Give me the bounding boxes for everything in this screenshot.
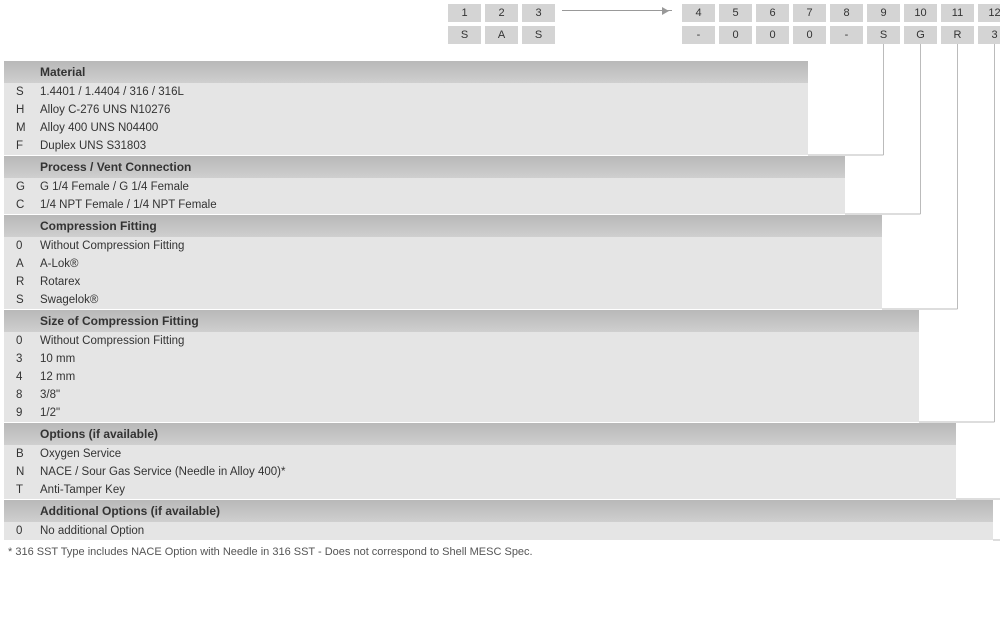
sections-container: MaterialS1.4401 / 1.4404 / 316 / 316LHAl… <box>4 60 996 558</box>
row-code: 0 <box>16 523 34 539</box>
row-text: 12 mm <box>40 371 75 383</box>
row-code: S <box>16 84 34 100</box>
col-val-7: 0 <box>793 26 826 44</box>
section-row: A A-Lok® <box>4 255 882 273</box>
row-text: 1.4401 / 1.4404 / 316 / 316L <box>40 86 184 98</box>
row-text: NACE / Sour Gas Service (Needle in Alloy… <box>40 466 285 478</box>
col-val-12: 3 <box>978 26 1000 44</box>
row-text: Alloy C-276 UNS N10276 <box>40 104 170 116</box>
section-header: Material <box>4 60 808 83</box>
row-code: N <box>16 464 34 480</box>
row-code: H <box>16 102 34 118</box>
col-val-6: 0 <box>756 26 789 44</box>
row-code: A <box>16 256 34 272</box>
section-row: 3 10 mm <box>4 350 919 368</box>
col-num-1: 1 <box>448 4 481 22</box>
section-row: 0 Without Compression Fitting <box>4 332 919 350</box>
section-row: C 1/4 NPT Female / 1/4 NPT Female <box>4 196 845 214</box>
row-text: Anti-Tamper Key <box>40 484 125 496</box>
row-code: F <box>16 138 34 154</box>
col-val-8: - <box>830 26 863 44</box>
row-code: G <box>16 179 34 195</box>
section-row: S 1.4401 / 1.4404 / 316 / 316L <box>4 83 808 101</box>
col-val-1: S <box>448 26 481 44</box>
section-row: N NACE / Sour Gas Service (Needle in Allo… <box>4 463 956 481</box>
footnote: * 316 SST Type includes NACE Option with… <box>4 540 996 558</box>
col-num-12: 12 <box>978 4 1000 22</box>
col-val-9: S <box>867 26 900 44</box>
section-header: Additional Options (if available) <box>4 499 993 522</box>
section-row: 0 No additional Option <box>4 522 993 540</box>
row-text: Oxygen Service <box>40 448 121 460</box>
section-row: M Alloy 400 UNS N04400 <box>4 119 808 137</box>
row-code: 3 <box>16 351 34 367</box>
section-row: G G 1/4 Female / G 1/4 Female <box>4 178 845 196</box>
section-row: 0 Without Compression Fitting <box>4 237 882 255</box>
col-num-3: 3 <box>522 4 555 22</box>
col-val-11: R <box>941 26 974 44</box>
row-code: M <box>16 120 34 136</box>
row-text: G 1/4 Female / G 1/4 Female <box>40 181 189 193</box>
row-code: 4 <box>16 369 34 385</box>
col-num-6: 6 <box>756 4 789 22</box>
row-text: No additional Option <box>40 525 144 537</box>
section-header: Compression Fitting <box>4 214 882 237</box>
col-num-10: 10 <box>904 4 937 22</box>
section-row: S Swagelok® <box>4 291 882 309</box>
col-num-11: 11 <box>941 4 974 22</box>
col-val-2: A <box>485 26 518 44</box>
section-row: 9 1/2" <box>4 404 919 422</box>
row-code: R <box>16 274 34 290</box>
arrow-icon <box>562 10 672 11</box>
section-header: Options (if available) <box>4 422 956 445</box>
col-val-5: 0 <box>719 26 752 44</box>
row-text: A-Lok® <box>40 258 79 270</box>
row-code: T <box>16 482 34 498</box>
row-text: 1/4 NPT Female / 1/4 NPT Female <box>40 199 217 211</box>
row-text: 10 mm <box>40 353 75 365</box>
row-text: Without Compression Fitting <box>40 240 184 252</box>
section-row: 8 3/8" <box>4 386 919 404</box>
row-code: 0 <box>16 333 34 349</box>
row-code: C <box>16 197 34 213</box>
col-num-7: 7 <box>793 4 826 22</box>
row-code: 9 <box>16 405 34 421</box>
row-text: 3/8" <box>40 389 60 401</box>
section-row: B Oxygen Service <box>4 445 956 463</box>
row-code: B <box>16 446 34 462</box>
col-val-3: S <box>522 26 555 44</box>
section-row: 4 12 mm <box>4 368 919 386</box>
section-row: F Duplex UNS S31803 <box>4 137 808 155</box>
row-text: 1/2" <box>40 407 60 419</box>
row-text: Rotarex <box>40 276 80 288</box>
section-row: R Rotarex <box>4 273 882 291</box>
row-text: Duplex UNS S31803 <box>40 140 146 152</box>
col-num-9: 9 <box>867 4 900 22</box>
col-val-4: - <box>682 26 715 44</box>
row-text: Without Compression Fitting <box>40 335 184 347</box>
row-code: 8 <box>16 387 34 403</box>
col-num-8: 8 <box>830 4 863 22</box>
section-row: H Alloy C-276 UNS N10276 <box>4 101 808 119</box>
row-code: 0 <box>16 238 34 254</box>
col-num-4: 4 <box>682 4 715 22</box>
row-code: S <box>16 292 34 308</box>
col-num-5: 5 <box>719 4 752 22</box>
row-text: Alloy 400 UNS N04400 <box>40 122 158 134</box>
section-header: Process / Vent Connection <box>4 155 845 178</box>
section-header: Size of Compression Fitting <box>4 309 919 332</box>
col-num-2: 2 <box>485 4 518 22</box>
row-text: Swagelok® <box>40 294 98 306</box>
col-val-10: G <box>904 26 937 44</box>
section-row: T Anti-Tamper Key <box>4 481 956 499</box>
